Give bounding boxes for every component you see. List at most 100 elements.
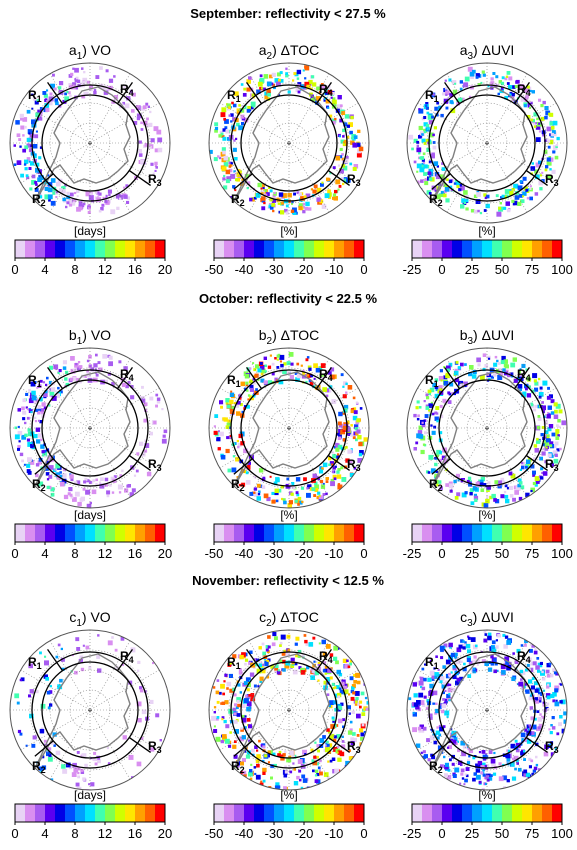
data-cell: [45, 383, 48, 387]
data-cell: [534, 387, 539, 392]
region-label-r2: R2: [32, 477, 46, 493]
data-cell: [423, 142, 427, 145]
data-cell: [60, 481, 65, 487]
data-cell: [341, 157, 345, 161]
data-cell: [230, 120, 233, 123]
data-cell: [493, 751, 496, 755]
data-cell: [125, 184, 129, 188]
data-cell: [243, 87, 247, 91]
colorbar-tick-label: 25: [465, 546, 479, 561]
colorbar-tick-label: 0: [360, 826, 367, 841]
data-cell: [107, 762, 111, 765]
data-cell: [490, 758, 496, 764]
data-cell: [305, 193, 311, 199]
data-cell: [442, 691, 445, 695]
region-divider: [47, 367, 64, 390]
data-cell: [300, 786, 304, 790]
data-cell: [504, 635, 509, 639]
data-cell: [31, 743, 36, 748]
data-cell: [333, 700, 338, 705]
data-cell: [506, 71, 511, 75]
data-cell: [475, 481, 481, 487]
data-cell: [329, 461, 335, 466]
data-cell: [273, 86, 276, 90]
data-cell: [92, 757, 95, 761]
data-cell: [448, 483, 454, 489]
data-cell: [276, 358, 279, 361]
data-cell: [476, 357, 481, 363]
data-cell: [440, 193, 444, 197]
data-cell: [475, 768, 481, 773]
data-cell: [84, 375, 87, 378]
data-cell: [444, 698, 448, 703]
data-cell: [41, 727, 44, 730]
data-cell: [95, 353, 98, 357]
data-cell: [535, 137, 541, 142]
data-cell: [472, 370, 477, 374]
data-cell: [253, 381, 256, 385]
data-cell: [416, 147, 422, 153]
data-cell: [490, 77, 494, 81]
data-cell: [99, 66, 103, 70]
data-cell: [478, 751, 482, 754]
data-cell: [56, 181, 61, 187]
data-cell: [336, 474, 342, 479]
data-cell: [322, 651, 327, 657]
data-cell: [442, 681, 446, 685]
outer-region-ring: [230, 369, 348, 487]
data-cell: [119, 474, 123, 477]
data-cell: [483, 209, 487, 212]
data-cell: [558, 682, 561, 686]
data-cell: [67, 198, 72, 203]
data-cell: [39, 193, 42, 197]
data-cell: [413, 447, 417, 451]
data-cell: [87, 372, 90, 375]
data-cell: [351, 686, 355, 690]
data-cell: [544, 168, 548, 172]
data-cell: [352, 684, 356, 687]
data-cell: [280, 754, 284, 758]
data-cell: [232, 707, 236, 711]
data-cell: [245, 464, 251, 470]
data-cell: [263, 380, 268, 385]
data-cell: [465, 207, 469, 211]
region-divider: [128, 169, 151, 186]
data-cell: [521, 686, 524, 689]
data-cell: [302, 210, 306, 214]
data-cell: [302, 749, 307, 755]
data-cell: [538, 377, 541, 381]
data-cell: [121, 382, 127, 387]
data-cell: [357, 435, 362, 440]
data-cell: [316, 187, 322, 193]
data-cell: [479, 479, 484, 484]
data-cell: [337, 444, 343, 450]
data-cell: [326, 776, 330, 780]
data-cell: [232, 744, 237, 749]
data-cell: [123, 186, 126, 189]
data-cell: [545, 669, 550, 674]
data-cell: [31, 119, 36, 125]
data-cell: [354, 691, 360, 696]
data-cell: [287, 193, 292, 198]
colorbar-swatch: [95, 240, 106, 258]
data-cell: [548, 139, 554, 145]
globe-border: [208, 629, 370, 791]
data-cell: [102, 354, 107, 359]
data-cell: [281, 201, 285, 205]
data-cell: [57, 371, 60, 374]
data-cell: [279, 210, 285, 215]
outer-region-ring: [428, 84, 546, 202]
colorbar-swatch: [542, 240, 553, 258]
data-cell: [48, 198, 51, 202]
data-cell: [256, 89, 261, 94]
data-cell: [334, 686, 337, 689]
data-cell: [16, 133, 21, 138]
region-label-r3: R3: [545, 172, 559, 188]
colorbar-swatch: [155, 524, 166, 542]
colorbar-swatch: [85, 240, 96, 258]
data-cell: [137, 718, 142, 723]
data-cell: [464, 363, 467, 366]
data-cell: [306, 374, 309, 377]
data-cell: [53, 87, 57, 91]
colorbar-days: 0 4 8 12 16 20: [11, 239, 172, 277]
